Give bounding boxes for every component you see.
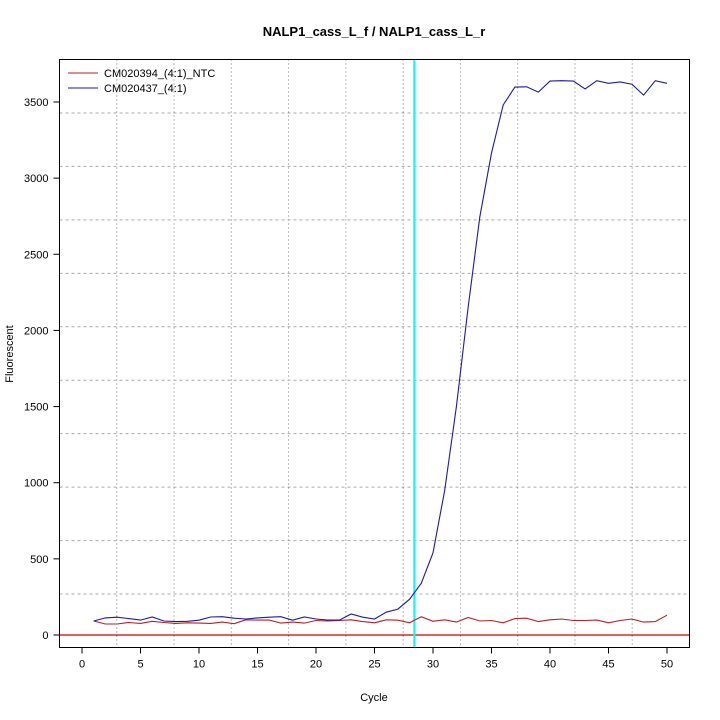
x-tick-label: 15 — [251, 659, 263, 671]
x-tick-label: 10 — [193, 659, 205, 671]
x-tick-label: 0 — [79, 659, 85, 671]
x-tick-label: 20 — [310, 659, 322, 671]
y-tick-label: 2500 — [24, 249, 48, 261]
series-line-0 — [93, 614, 668, 625]
y-tick-label: 3000 — [24, 173, 48, 185]
legend-label-sample: CM020437_(4:1) — [104, 83, 187, 95]
grid — [59, 59, 690, 648]
legend: CM020394_(4:1)_NTC CM020437_(4:1) — [68, 68, 215, 95]
x-tick-label: 25 — [368, 659, 380, 671]
x-tick-label: 40 — [544, 659, 556, 671]
y-tick-label: 0 — [42, 630, 48, 642]
y-tick-label: 2000 — [24, 325, 48, 337]
x-tick-label: 5 — [137, 659, 143, 671]
axes: 0 5 10 15 20 25 30 35 40 45 5005001000150020002500… — [24, 97, 673, 671]
x-tick-label: 30 — [427, 659, 439, 671]
x-tick-label: 45 — [602, 659, 614, 671]
x-tick-label: 35 — [485, 659, 497, 671]
series-line-1 — [93, 80, 668, 623]
series-lines — [59, 59, 690, 648]
y-tick-label: 3500 — [24, 97, 48, 109]
plot-frame — [59, 59, 690, 648]
chart-title: NALP1_cass_L_f / NALP1_cass_L_r — [263, 24, 486, 39]
y-tick-label: 1500 — [24, 402, 48, 414]
x-axis-label: Cycle — [360, 692, 388, 704]
x-tick-label: 50 — [661, 659, 673, 671]
legend-label-ntc: CM020394_(4:1)_NTC — [104, 68, 215, 80]
y-axis-label: Fluorescent — [4, 325, 16, 382]
y-tick-label: 1000 — [24, 478, 48, 490]
y-tick-label: 500 — [30, 554, 48, 566]
